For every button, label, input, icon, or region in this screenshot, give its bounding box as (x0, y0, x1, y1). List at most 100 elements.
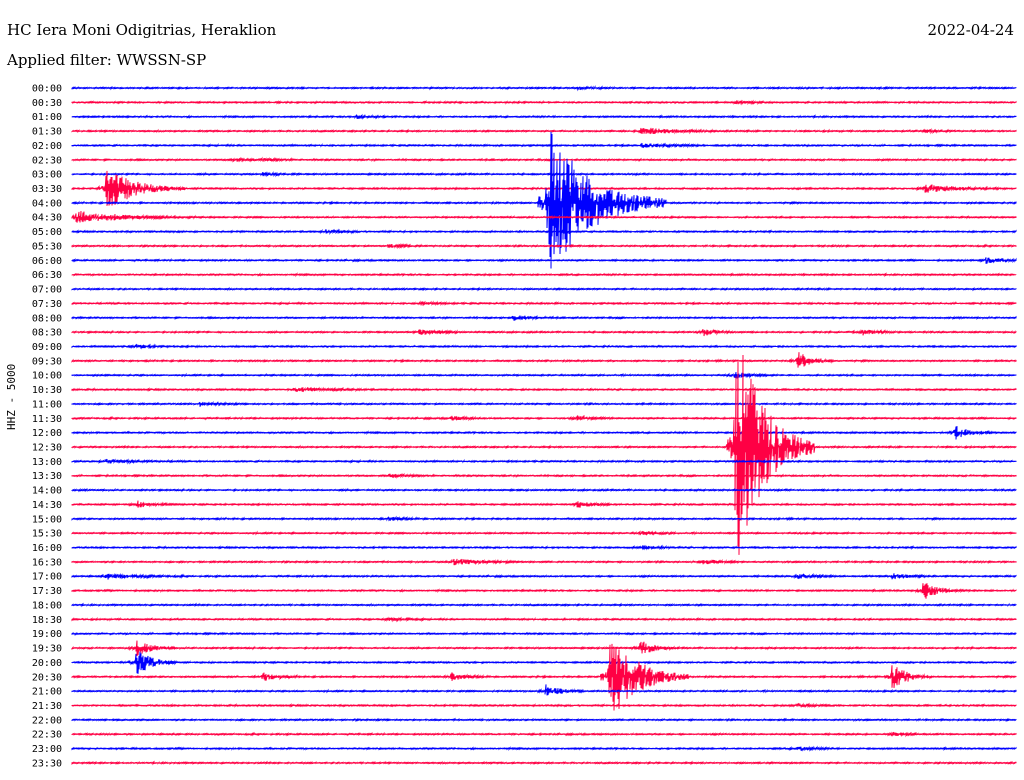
row-label-0600: 06:00 (32, 256, 62, 267)
trace-1730 (71, 583, 1017, 599)
row-label-2300: 23:00 (32, 744, 62, 755)
trace-1200 (71, 426, 1017, 440)
trace-0130 (71, 127, 1017, 135)
row-label-0230: 02:30 (32, 155, 62, 166)
row-label-1300: 13:00 (32, 457, 62, 468)
row-label-1130: 11:30 (32, 414, 62, 425)
row-label-2100: 21:00 (32, 687, 62, 698)
row-label-0400: 04:00 (32, 198, 62, 209)
trace-1700 (71, 572, 1017, 580)
trace-0030 (71, 99, 1017, 106)
row-label-1800: 18:00 (32, 600, 62, 611)
trace-0430 (71, 211, 1017, 223)
row-label-0130: 01:30 (32, 127, 62, 138)
trace-0100 (71, 113, 1017, 120)
trace-1530 (71, 530, 1017, 536)
trace-1230 (71, 354, 1017, 555)
trace-1630 (71, 558, 1017, 566)
trace-0900 (71, 343, 1017, 350)
seismic-traces (71, 85, 1017, 766)
row-label-1930: 19:30 (32, 644, 62, 655)
row-label-0900: 09:00 (32, 342, 62, 353)
trace-2300 (71, 745, 1017, 752)
row-label-0500: 05:00 (32, 227, 62, 238)
row-label-0030: 00:30 (32, 98, 62, 109)
row-label-0000: 00:00 (32, 84, 62, 95)
trace-1300 (71, 458, 1017, 465)
date-label: 2022-04-24 (927, 21, 1014, 39)
row-label-2330: 23:30 (32, 758, 62, 769)
row-label-0630: 06:30 (32, 270, 62, 281)
trace-0930 (71, 352, 1017, 368)
row-label-0330: 03:30 (32, 184, 62, 195)
trace-1000 (71, 372, 1017, 379)
row-label-1830: 18:30 (32, 615, 62, 626)
row-label-1030: 10:30 (32, 385, 62, 396)
row-label-0430: 04:30 (32, 213, 62, 224)
trace-2230 (71, 731, 1017, 738)
trace-2000 (71, 651, 1017, 674)
filter-label: Applied filter: WWSSN-SP (7, 51, 207, 69)
row-label-0730: 07:30 (32, 299, 62, 310)
trace-1600 (71, 544, 1017, 551)
row-label-1400: 14:00 (32, 486, 62, 497)
row-label-0700: 07:00 (32, 285, 62, 296)
row-label-1000: 10:00 (32, 371, 62, 382)
trace-1800 (71, 602, 1017, 608)
row-label-1530: 15:30 (32, 529, 62, 540)
trace-0330 (71, 170, 1017, 206)
row-label-0200: 02:00 (32, 141, 62, 152)
row-label-1230: 12:30 (32, 443, 62, 454)
row-label-1700: 17:00 (32, 572, 62, 583)
trace-2200 (71, 717, 1017, 723)
trace-0630 (71, 272, 1017, 278)
row-label-2000: 20:00 (32, 658, 62, 669)
row-label-1630: 16:30 (32, 557, 62, 568)
row-label-0800: 08:00 (32, 313, 62, 324)
trace-0300 (71, 171, 1017, 178)
row-time-labels: 00:00 00:30 01:00 01:30 02:00 02:30 03:00 03:30… (32, 84, 62, 770)
trace-1500 (71, 515, 1017, 522)
trace-1030 (71, 386, 1017, 393)
trace-0230 (71, 156, 1017, 163)
trace-1430 (71, 500, 1017, 508)
row-label-0930: 09:30 (32, 356, 62, 367)
trace-1400 (71, 487, 1017, 493)
row-label-0100: 01:00 (32, 112, 62, 123)
row-label-0830: 08:30 (32, 328, 62, 339)
row-label-2030: 20:30 (32, 672, 62, 683)
trace-1330 (71, 472, 1017, 479)
trace-1930 (71, 640, 1017, 657)
station-title: HC Iera Moni Odigitrias, Heraklion (7, 21, 277, 39)
trace-0800 (71, 314, 1017, 321)
trace-0730 (71, 300, 1017, 307)
trace-1900 (71, 631, 1017, 636)
trace-0200 (71, 142, 1017, 149)
trace-2030 (71, 643, 1017, 711)
row-label-1330: 13:30 (32, 471, 62, 482)
row-label-1900: 19:00 (32, 629, 62, 640)
row-label-1730: 17:30 (32, 586, 62, 597)
trace-0530 (71, 243, 1017, 250)
trace-0700 (71, 286, 1017, 292)
trace-1100 (71, 400, 1017, 407)
row-label-2200: 22:00 (32, 715, 62, 726)
trace-1130 (71, 414, 1017, 422)
row-label-0300: 03:00 (32, 170, 62, 181)
row-label-1500: 15:00 (32, 514, 62, 525)
trace-0400 (71, 131, 1017, 269)
row-label-2230: 22:30 (32, 730, 62, 741)
trace-0000 (71, 85, 1017, 92)
trace-0600 (71, 257, 1017, 264)
trace-2330 (71, 760, 1017, 766)
trace-2100 (71, 684, 1017, 696)
row-label-1200: 12:00 (32, 428, 62, 439)
row-label-0530: 05:30 (32, 241, 62, 252)
row-label-1100: 11:00 (32, 399, 62, 410)
trace-1830 (71, 616, 1017, 623)
row-label-1430: 14:30 (32, 500, 62, 511)
row-label-1600: 16:00 (32, 543, 62, 554)
trace-0830 (71, 328, 1017, 337)
row-label-2130: 21:30 (32, 701, 62, 712)
